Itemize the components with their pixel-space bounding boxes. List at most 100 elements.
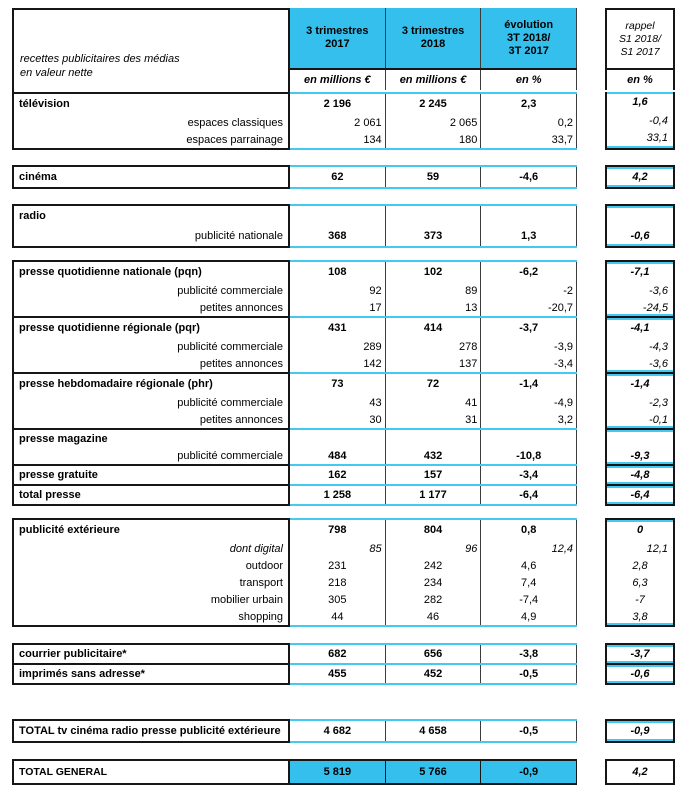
header-col-evolution-line3: 3T 2017: [508, 44, 549, 57]
value-2017-cell: 368: [290, 226, 386, 246]
evolution-cell: -10,8: [481, 447, 578, 464]
row-label: imprimés sans adresse*: [19, 668, 145, 680]
row-label: total presse: [19, 489, 81, 501]
value-2017-cell: 73: [290, 374, 386, 394]
section-gratuite: presse gratuite 162 157 -3,4 -4,8: [12, 464, 689, 486]
row-label: publicité commerciale: [177, 449, 283, 462]
header-rappel-line2: S1 2018/: [618, 32, 662, 45]
rappel-cell: -24,5: [642, 301, 668, 314]
value-row: 798 804 0,8: [290, 520, 578, 540]
rappel-cell: -4,8: [630, 469, 650, 481]
rappel-cell: [607, 430, 673, 447]
evolution-cell: -3,7: [481, 318, 578, 338]
value-2017-cell: 92: [290, 282, 386, 299]
rappel-cell: -3,7: [630, 648, 650, 660]
value-2018-cell: 5 766: [386, 761, 482, 783]
row-label: publicité commerciale: [177, 340, 283, 353]
value-2018-cell: 234: [386, 574, 482, 591]
row-label: shopping: [238, 610, 283, 623]
value-2017-cell: 162: [290, 466, 386, 484]
value-2018-cell: 41: [386, 394, 482, 411]
rappel-cell: -9,3: [630, 449, 650, 462]
rappel-cell: -7: [635, 593, 645, 606]
column-gap: [577, 372, 605, 430]
section-imprimes: imprimés sans adresse* 455 452 -0,5 -0,6: [12, 663, 689, 685]
column-gap: [577, 663, 605, 685]
column-gap: [577, 92, 605, 150]
value-2018-cell: 242: [386, 557, 482, 574]
value-2018-cell: 59: [386, 167, 482, 187]
evolution-cell: -0,9: [481, 761, 578, 783]
value-2018-cell: 452: [386, 665, 482, 683]
row-label: télévision: [19, 98, 70, 110]
value-2018-cell: 282: [386, 591, 482, 608]
table-body: télévision espaces classiques espaces parr…: [12, 92, 689, 785]
evolution-cell: -0,5: [481, 721, 578, 741]
row-label: presse quotidienne nationale (pqn): [19, 266, 202, 278]
section-magazine: presse magazine publicité commerciale 484 4…: [12, 428, 689, 466]
row-label: dont digital: [229, 542, 283, 555]
section-phr: presse hebdomadaire régionale (phr) publi…: [12, 372, 689, 430]
row-label: publicité extérieure: [19, 524, 120, 536]
evolution-cell: 12,4: [481, 540, 578, 557]
value-2017-cell: 62: [290, 167, 386, 187]
column-gap: [577, 204, 605, 248]
value-2018-cell: 4 658: [386, 721, 482, 741]
value-2018-cell: 432: [386, 447, 482, 464]
rappel-cell: -0,4: [649, 114, 668, 127]
value-row: 30 31 3,2: [290, 411, 578, 428]
header-col-2018-line1: 3 trimestres: [401, 25, 465, 37]
rappel-column: -9,3: [605, 428, 675, 466]
value-2017-cell: 4 682: [290, 721, 386, 741]
header-rappel-line1: rappel: [625, 19, 655, 32]
row-label: petites annonces: [199, 413, 283, 426]
label-column: radio publicité nationale: [12, 204, 290, 248]
rappel-cell: -6,4: [630, 489, 650, 501]
values-column: 73 72 -1,4 43 41 -4,9 30 31 3,2: [290, 372, 578, 430]
value-row: 17 13 -20,7: [290, 299, 578, 316]
value-2017-cell: 134: [290, 131, 386, 148]
section-courrier: courrier publicitaire* 682 656 -3,8 -3,7: [12, 643, 689, 665]
row-label: espaces parrainage: [186, 133, 283, 146]
value-2018-cell: [386, 430, 482, 447]
value-2017-cell: 2 196: [290, 94, 386, 114]
column-gap: [577, 464, 605, 486]
evolution-cell: -2: [481, 282, 578, 299]
evolution-cell: 0,2: [481, 114, 578, 131]
value-2018-cell: 656: [386, 645, 482, 663]
rappel-column: -0,6: [605, 663, 675, 685]
table-header: recettes publicitaires des médias en val…: [12, 8, 689, 92]
value-row: 92 89 -2: [290, 282, 578, 299]
value-row: 108 102 -6,2: [290, 262, 578, 282]
evolution-cell: 3,2: [481, 411, 578, 428]
evolution-cell: -20,7: [481, 299, 578, 316]
values-column: 484 432 -10,8: [290, 428, 578, 466]
rappel-cell: -0,1: [649, 413, 668, 426]
header-value-columns: 3 trimestres 2017 3 trimestres 2018 évol…: [290, 8, 578, 92]
label-column: publicité extérieure dont digital outdoor t…: [12, 518, 290, 627]
value-2017-cell: 682: [290, 645, 386, 663]
rappel-cell: -2,3: [649, 396, 668, 409]
value-2018-cell: 804: [386, 520, 482, 540]
evolution-cell: 2,3: [481, 94, 578, 114]
values-column: 682 656 -3,8: [290, 643, 578, 665]
value-2018-cell: [386, 206, 482, 226]
value-row: [290, 430, 578, 447]
value-row: 289 278 -3,9: [290, 338, 578, 355]
rappel-cell: 1,6: [632, 96, 648, 108]
rappel-column: -0,6: [605, 204, 675, 248]
values-column: 5 819 5 766 -0,9: [290, 759, 578, 785]
evolution-cell: -1,4: [481, 374, 578, 394]
value-row: 231 242 4,6: [290, 557, 578, 574]
row-label: presse hebdomadaire régionale (phr): [19, 378, 213, 390]
row-label: presse magazine: [19, 432, 108, 445]
value-row: 1 258 1 177 -6,4: [290, 486, 578, 504]
value-2018-cell: 373: [386, 226, 482, 246]
value-2017-cell: 231: [290, 557, 386, 574]
row-label: publicité nationale: [194, 230, 283, 242]
value-2017-cell: 484: [290, 447, 386, 464]
label-column: cinéma: [12, 165, 290, 189]
unit-percent-rappel: en %: [605, 70, 675, 90]
value-2017-cell: 1 258: [290, 486, 386, 504]
